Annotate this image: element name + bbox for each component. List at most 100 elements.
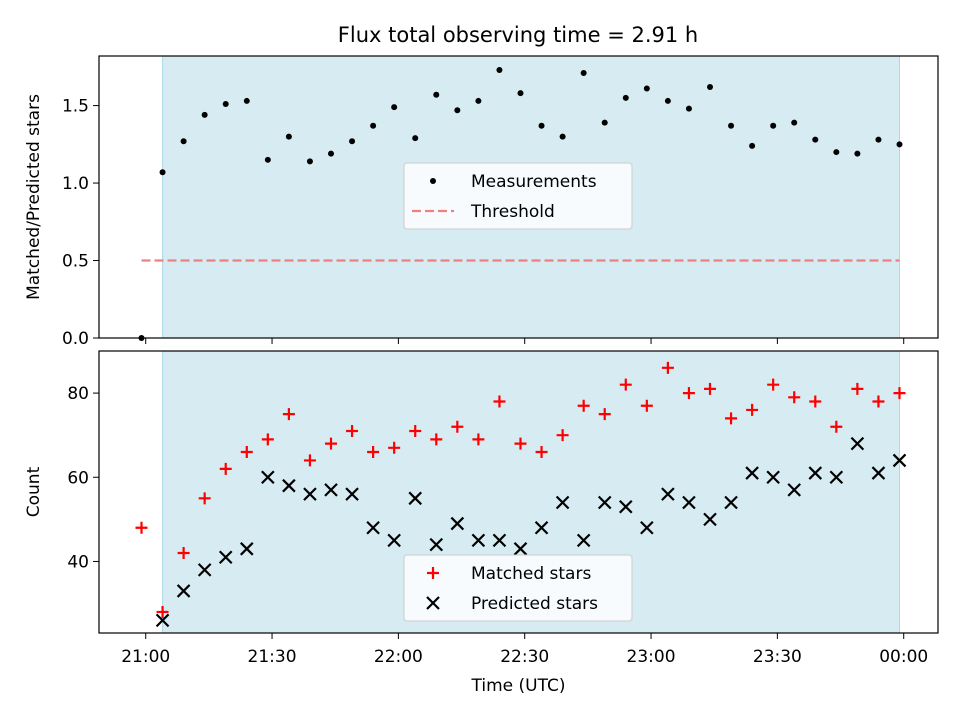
legend-label: Matched stars	[471, 564, 591, 584]
predicted-star-point	[597, 495, 612, 510]
matched-star-point	[135, 521, 148, 534]
matched-star-point	[514, 437, 527, 450]
matched-star-point	[598, 408, 611, 421]
matched-star-point	[725, 412, 738, 425]
matched-star-point	[767, 378, 780, 391]
measurement-point	[496, 66, 503, 73]
predicted-star-point	[408, 491, 422, 506]
measurement-point	[833, 149, 840, 156]
matched-star-point	[830, 420, 843, 433]
measurement-point	[517, 90, 524, 97]
measurement-point	[875, 136, 882, 143]
predicted-star-point	[450, 516, 465, 531]
measurement-point	[643, 85, 650, 92]
x-tick-label: 00:00	[879, 647, 928, 667]
predicted-star-point	[471, 533, 486, 548]
predicted-star-point	[703, 512, 717, 527]
measurement-point	[664, 97, 671, 104]
predicted-star-point	[555, 495, 570, 510]
measurement-point	[580, 70, 587, 77]
measurement-point	[854, 150, 861, 157]
legend-label: Threshold	[470, 202, 555, 222]
x-tick-label: 22:30	[500, 647, 549, 667]
matched-star-point	[788, 391, 801, 404]
matched-star-point	[282, 408, 295, 421]
measurement-point	[559, 133, 566, 140]
matched-star-point	[640, 399, 653, 412]
predicted-star-point	[787, 483, 801, 497]
matched-star-point	[177, 547, 190, 560]
matched-star-point	[746, 403, 759, 416]
matched-star-point	[535, 446, 548, 459]
predicted-star-point	[387, 533, 401, 548]
matched-star-point	[451, 420, 464, 433]
matched-star-point	[661, 361, 674, 374]
measurement-point	[328, 150, 334, 157]
predicted-star-point	[619, 499, 633, 514]
predicted-star-point	[808, 466, 823, 480]
legend-box	[403, 554, 633, 622]
matched-star-point	[303, 454, 316, 467]
matched-star-point	[704, 382, 716, 395]
measurement-point	[728, 122, 735, 129]
matched-star-point	[346, 424, 359, 437]
measurement-point	[412, 135, 419, 142]
measurement-point	[622, 94, 629, 101]
count-panel: 40 60 80 21:00 21:30 22:00 22:30 23:00 23:30 00:0…	[24, 350, 939, 696]
matched-star-point	[325, 437, 337, 450]
matched-star-point	[430, 433, 443, 446]
predicted-star-point	[640, 520, 654, 535]
predicted-star-point	[492, 533, 507, 548]
predicted-star-point	[534, 520, 549, 535]
legend-x-icon	[426, 596, 440, 610]
measurement-point	[770, 122, 777, 129]
matched-star-point	[388, 441, 401, 454]
predicted-star-point	[303, 487, 317, 501]
matched-star-point	[240, 446, 253, 459]
y-tick-label: 0.5	[62, 252, 89, 272]
measurement-point	[180, 138, 187, 145]
measurement-point	[685, 105, 692, 112]
measurement-point	[454, 107, 461, 114]
matched-star-point	[851, 382, 864, 395]
x-tick-label: 21:00	[121, 647, 170, 667]
x-axis-label: Time (UTC)	[471, 676, 566, 696]
matched-star-point	[872, 395, 885, 408]
y-tick-label: 80	[67, 384, 89, 404]
predicted-star-point	[324, 483, 338, 497]
predicted-star-point	[871, 466, 886, 480]
predicted-star-point	[745, 466, 759, 480]
chart-title: Flux total observing time = 2.91 h	[338, 23, 698, 47]
measurement-point	[349, 138, 356, 145]
predicted-star-point	[197, 563, 212, 577]
predicted-star-point	[155, 613, 170, 628]
measurement-point	[896, 141, 903, 148]
measurement-point	[791, 119, 798, 126]
matched-star-point	[493, 395, 506, 408]
matched-star-point	[198, 492, 211, 505]
measurement-point	[601, 119, 608, 126]
predicted-star-point	[261, 470, 275, 485]
y-tick-label: 1.0	[62, 174, 89, 194]
x-tick-label: 21:30	[248, 647, 297, 667]
y-axis-label: Matched/Predicted stars	[24, 94, 44, 300]
matched-star-point	[556, 429, 569, 442]
y-tick-label: 1.5	[62, 97, 89, 117]
predicted-star-point	[682, 495, 696, 510]
matched-star-point	[472, 433, 485, 446]
predicted-star-point	[829, 470, 844, 485]
measurement-point	[222, 101, 229, 108]
predicted-star-point	[513, 542, 528, 556]
y-axis-label: Count	[24, 466, 44, 517]
measurement-point	[243, 97, 250, 104]
predicted-star-point	[850, 436, 865, 451]
measurement-point	[159, 169, 166, 176]
predicted-star-point	[429, 537, 444, 552]
x-tick-label: 23:30	[753, 647, 802, 667]
predicted-star-point	[724, 495, 738, 510]
measurement-point	[201, 111, 208, 118]
predicted-star-point	[661, 487, 675, 501]
measurement-point	[707, 83, 713, 90]
measurement-point	[264, 156, 271, 163]
